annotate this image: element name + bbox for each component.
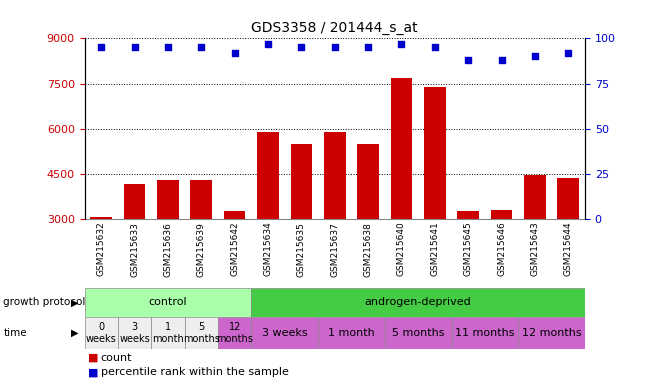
Text: 0
weeks: 0 weeks [86, 322, 116, 344]
Bar [224, 211, 246, 219]
Bar [318, 317, 385, 349]
Bar [385, 317, 452, 349]
Point [263, 41, 273, 47]
Point [430, 44, 440, 50]
Text: 12
months: 12 months [216, 322, 253, 344]
Text: 3
weeks: 3 weeks [119, 322, 150, 344]
Text: control: control [149, 297, 187, 308]
Bar [558, 178, 579, 219]
Text: 5
months: 5 months [183, 322, 220, 344]
Point [296, 44, 307, 50]
Bar [257, 132, 279, 219]
Bar [424, 86, 446, 219]
Bar [190, 180, 212, 219]
Point [229, 50, 240, 56]
Bar [391, 78, 412, 219]
Text: 1
month: 1 month [152, 322, 184, 344]
Bar [324, 132, 346, 219]
Text: time: time [3, 328, 27, 338]
Text: ■: ■ [88, 367, 98, 377]
Bar [452, 317, 518, 349]
Point [563, 50, 573, 56]
Text: 3 weeks: 3 weeks [262, 328, 307, 338]
Text: androgen-deprived: androgen-deprived [365, 297, 471, 308]
Text: 11 months: 11 months [455, 328, 515, 338]
Text: 1 month: 1 month [328, 328, 375, 338]
Bar [84, 288, 252, 317]
Bar [524, 175, 546, 219]
Text: ▶: ▶ [71, 328, 79, 338]
Text: growth protocol: growth protocol [3, 297, 86, 308]
Point [196, 44, 207, 50]
Bar [291, 144, 312, 219]
Point [363, 44, 373, 50]
Bar [118, 317, 151, 349]
Bar [458, 211, 479, 219]
Point [162, 44, 173, 50]
Bar [124, 184, 146, 219]
Point [497, 57, 507, 63]
Point [96, 44, 107, 50]
Text: ■: ■ [88, 353, 98, 363]
Point [330, 44, 340, 50]
Bar [157, 180, 179, 219]
Bar [90, 217, 112, 219]
Bar [185, 317, 218, 349]
Bar [252, 288, 585, 317]
Bar [151, 317, 185, 349]
Bar [218, 317, 252, 349]
Bar [518, 317, 585, 349]
Title: GDS3358 / 201444_s_at: GDS3358 / 201444_s_at [252, 21, 418, 35]
Point [530, 53, 540, 60]
Text: 5 months: 5 months [392, 328, 445, 338]
Bar [84, 317, 118, 349]
Bar [491, 210, 512, 219]
Text: percentile rank within the sample: percentile rank within the sample [101, 367, 289, 377]
Bar [358, 144, 379, 219]
Text: count: count [101, 353, 132, 363]
Point [463, 57, 473, 63]
Point [396, 41, 407, 47]
Bar [252, 317, 318, 349]
Point [129, 44, 140, 50]
Text: 12 months: 12 months [522, 328, 582, 338]
Text: ▶: ▶ [71, 297, 79, 308]
